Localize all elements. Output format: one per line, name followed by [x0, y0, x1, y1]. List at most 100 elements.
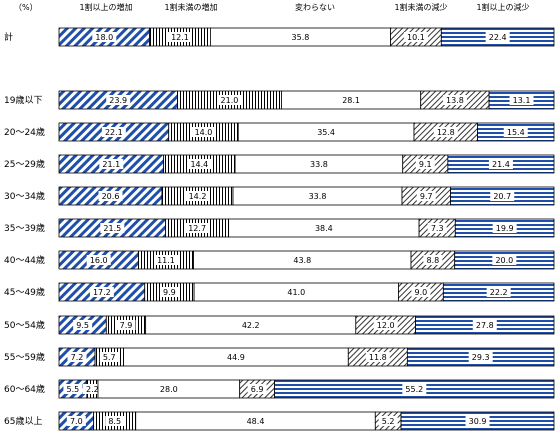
data-label-bg	[82, 384, 102, 394]
data-label-bg	[243, 416, 268, 426]
data-label: 14.0	[195, 128, 213, 137]
data-label-bg	[492, 223, 517, 233]
data-label-bg	[187, 159, 212, 169]
data-label-bg	[442, 95, 467, 105]
data-label: 7.0	[70, 417, 83, 426]
bar-row: 19歳以下 23.9 21.0 28.1 13.8 13.1	[4, 90, 555, 110]
data-label-bg	[509, 95, 534, 105]
data-label: 55.2	[405, 385, 423, 394]
data-label: 5.5	[67, 385, 80, 394]
data-label: 35.4	[317, 128, 335, 137]
data-label: 33.8	[309, 192, 327, 201]
data-label: 21.1	[102, 160, 120, 169]
data-label: 22.1	[105, 128, 123, 137]
data-label: 23.9	[109, 96, 127, 105]
data-label: 30.9	[469, 417, 487, 426]
data-label-bg	[99, 159, 124, 169]
data-label: 9.5	[76, 321, 89, 330]
data-label: 7.9	[120, 321, 133, 330]
data-label-bg	[472, 320, 497, 330]
data-label: 41.0	[287, 288, 305, 297]
data-label-bg	[217, 95, 242, 105]
data-label-bg	[92, 32, 117, 42]
series-header-3: 1割未満の減少	[394, 2, 447, 12]
data-label-bg	[486, 287, 511, 297]
data-label: 27.8	[476, 321, 494, 330]
data-label: 10.1	[407, 33, 425, 42]
category-label: 55～59歳	[4, 351, 45, 363]
data-label: 21.0	[221, 96, 239, 105]
data-label: 48.4	[247, 417, 265, 426]
bar-row: 35～39歳 21.5 12.7 38.4 7.3 19.9	[4, 218, 555, 238]
data-label-bg	[185, 191, 210, 201]
data-label: 8.5	[108, 417, 121, 426]
data-label: 19.9	[496, 224, 514, 233]
data-label-bg	[101, 127, 126, 137]
data-label: 8.8	[426, 256, 439, 265]
data-label: 14.2	[189, 192, 207, 201]
data-label-bg	[238, 320, 263, 330]
data-label: 22.2	[490, 288, 508, 297]
data-label: 16.0	[90, 256, 108, 265]
data-label-bg	[159, 287, 179, 297]
bar-row: 30～34歳 20.6 14.2 33.8 9.7 20.7	[4, 186, 555, 206]
data-label-bg	[116, 320, 136, 330]
data-label: 20.6	[102, 192, 120, 201]
data-label-bg	[284, 287, 309, 297]
data-label-bg	[105, 416, 125, 426]
category-label: 60～64歳	[4, 383, 45, 395]
data-label-bg	[63, 384, 83, 394]
category-label: 30～34歳	[4, 190, 45, 202]
category-label: 45～49歳	[4, 286, 45, 298]
data-label-bg	[373, 320, 398, 330]
data-label-bg	[427, 223, 447, 233]
data-label-bg	[402, 384, 427, 394]
bar-row: 65歳以上 7.0 8.5 48.4 5.2 30.9	[4, 411, 555, 431]
data-label: 17.2	[93, 288, 111, 297]
data-label: 42.2	[242, 321, 260, 330]
data-label: 15.4	[507, 128, 525, 137]
data-label: 22.4	[489, 33, 507, 42]
data-label: 20.0	[495, 256, 513, 265]
data-label-bg	[100, 223, 125, 233]
data-label: 11.1	[157, 256, 175, 265]
data-label: 5.2	[382, 417, 395, 426]
data-label-bg	[305, 191, 330, 201]
data-label-bg	[433, 127, 458, 137]
data-label-bg	[67, 352, 87, 362]
data-label-bg	[156, 384, 181, 394]
data-label-bg	[339, 95, 364, 105]
category-label: 40～44歳	[4, 254, 45, 266]
data-label: 18.0	[95, 33, 113, 42]
series-header-2: 変わらない	[295, 2, 335, 12]
category-label: 35～39歳	[4, 222, 45, 234]
data-label-bg	[416, 191, 436, 201]
data-label: 44.9	[227, 353, 245, 362]
data-label-bg	[403, 32, 428, 42]
data-label: 5.7	[103, 353, 116, 362]
data-label: 33.8	[310, 160, 328, 169]
bar-row: 45～49歳 17.2 9.9 41.0 9.0 22.2	[4, 282, 555, 302]
data-label-bg	[490, 191, 515, 201]
series-header-0: 1割以上の増加	[79, 2, 132, 12]
data-label-bg	[314, 127, 339, 137]
data-label: 28.1	[342, 96, 360, 105]
data-label: 13.8	[446, 96, 464, 105]
data-label: 38.4	[315, 224, 333, 233]
bar-row: 40～44歳 16.0 11.1 43.8 8.8 20.0	[4, 250, 555, 270]
data-label-bg	[106, 95, 131, 105]
data-label-bg	[185, 223, 210, 233]
bar-row: 60～64歳 5.5 2.2 28.0 6.9 55.2	[4, 379, 555, 399]
data-label: 9.7	[420, 192, 433, 201]
bar-row: 20～24歳 22.1 14.0 35.4 12.8 15.4	[4, 122, 555, 142]
series-header-1: 1割未満の増加	[164, 2, 217, 12]
data-label-bg	[378, 416, 398, 426]
data-label: 14.4	[190, 160, 208, 169]
data-label: 20.7	[493, 192, 511, 201]
series-headers: 1割以上の増加 1割未満の増加 変わらない 1割未満の減少 1割以上の減少	[79, 2, 529, 12]
data-label-bg	[423, 255, 443, 265]
bar-row: 25～29歳 21.1 14.4 33.8 9.1 21.4	[4, 154, 555, 174]
data-label: 13.1	[513, 96, 531, 105]
data-label-bg	[485, 32, 510, 42]
